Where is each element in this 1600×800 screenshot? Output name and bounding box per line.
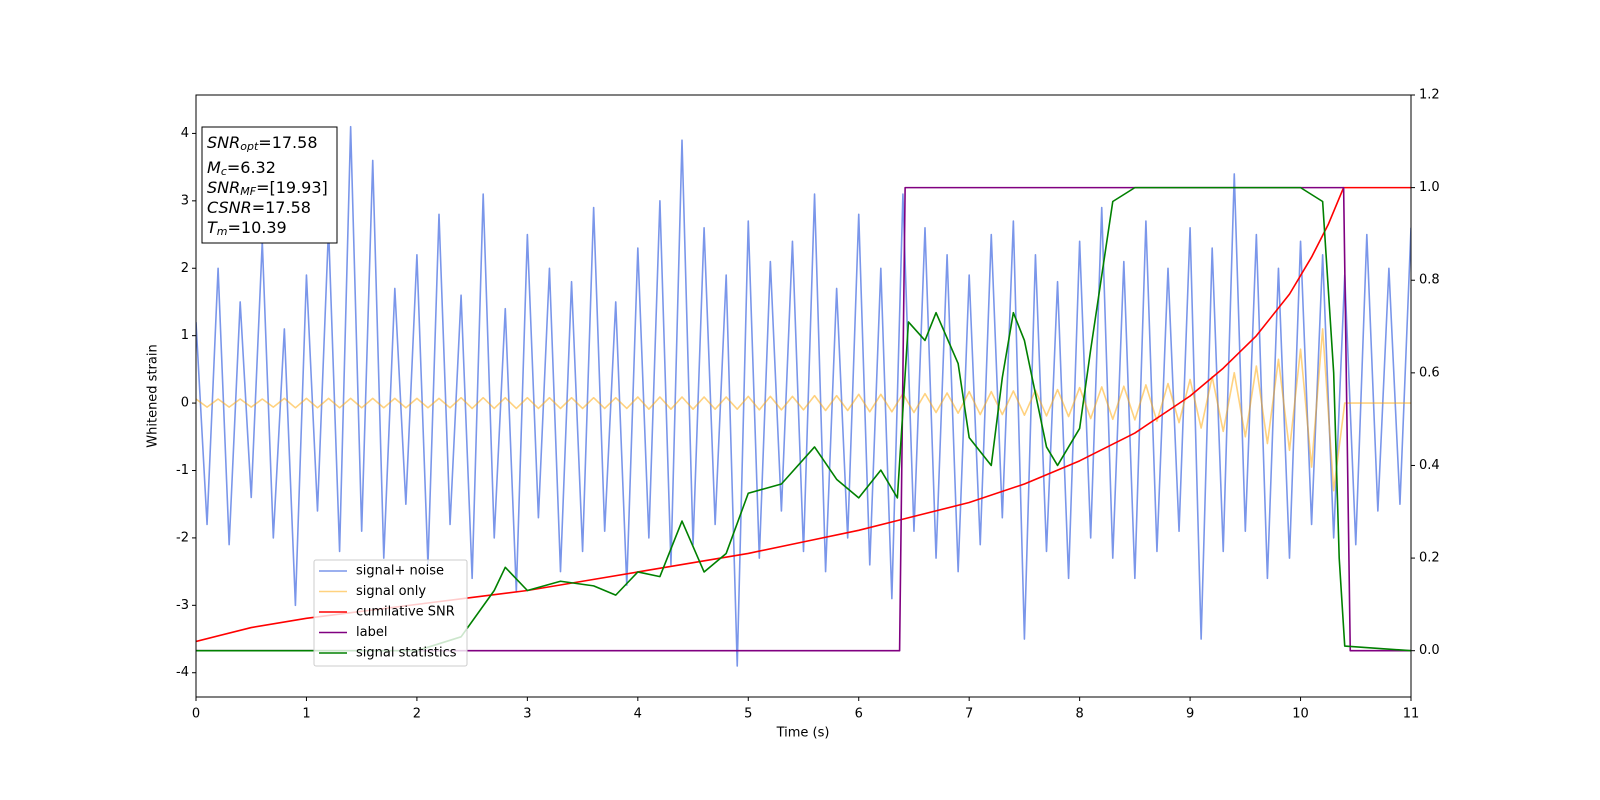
x-tick-label: 10 — [1292, 707, 1309, 722]
x-tick-label: 3 — [523, 707, 531, 722]
series-line — [196, 328, 1411, 492]
x-tick-label: 0 — [192, 707, 200, 722]
y2-tick-label: 1.2 — [1419, 88, 1440, 103]
x-tick-label: 1 — [302, 707, 310, 722]
annotation-value: =6.32 — [227, 158, 276, 177]
legend-label: cumilative SNR — [356, 605, 455, 620]
annotation-symbol: SNR — [207, 133, 240, 152]
annotation-value: =17.58 — [258, 133, 317, 152]
annotation-symbol: CSNR — [207, 198, 252, 217]
x-axis-label: Time (s) — [776, 726, 830, 741]
annotation: Tm=10.39 — [207, 218, 287, 239]
y-tick-label: -4 — [176, 665, 189, 680]
annotation-subscript: MF — [240, 185, 256, 198]
annotation-frame — [201, 126, 338, 244]
legend-label: label — [356, 625, 387, 640]
annotation-value: =17.58 — [252, 198, 311, 217]
axes-frame — [195, 94, 1412, 698]
x-tick-label: 6 — [855, 707, 863, 722]
y2-tick-label: 0.2 — [1419, 551, 1440, 566]
legend: signal+ noise signal only cumilative SNR la… — [313, 559, 468, 667]
annotation-symbol: M — [207, 158, 221, 177]
y-tick-label: 4 — [181, 126, 189, 141]
y2-tick-label: 0.6 — [1419, 365, 1440, 380]
y2-tick-label: 0.8 — [1419, 273, 1440, 288]
series-line — [196, 125, 1411, 667]
annotation-value: =10.39 — [228, 218, 287, 237]
annotation-subscript: m — [217, 225, 228, 238]
y-tick-label: 2 — [181, 261, 189, 276]
legend-label: signal statistics — [356, 646, 457, 661]
annotation: SNRopt=17.58 — [207, 133, 318, 154]
annotation: CSNR=17.58 — [207, 198, 311, 217]
annotation-subscript: c — [221, 165, 227, 178]
annotation: SNRMF=[19.93] — [207, 178, 328, 199]
y-tick-label: 0 — [181, 396, 189, 411]
y-tick-label: -2 — [176, 530, 189, 545]
series-line — [196, 186, 1411, 652]
x-tick-label: 11 — [1403, 707, 1420, 722]
legend-label: signal only — [356, 584, 426, 599]
y-tick-label: 1 — [181, 328, 189, 343]
y2-tick-label: 0.0 — [1419, 643, 1440, 658]
x-tick-label: 2 — [413, 707, 421, 722]
y-tick-label: 3 — [181, 193, 189, 208]
x-tick-label: 4 — [634, 707, 642, 722]
y2-tick-label: 1.0 — [1419, 180, 1440, 195]
y2-tick-label: 0.4 — [1419, 458, 1440, 473]
annotation-box: SNRopt=17.58Mc=6.32SNRMF=[19.93]CSNR=17.… — [201, 126, 338, 244]
x-tick-label: 9 — [1186, 707, 1194, 722]
legend-frame — [313, 559, 468, 667]
annotation-symbol: T — [207, 218, 218, 237]
y-tick-label: -3 — [176, 598, 189, 613]
annotation-symbol: SNR — [207, 178, 240, 197]
x-tick-label: 8 — [1075, 707, 1083, 722]
legend-label: signal+ noise — [356, 564, 444, 579]
y-tick-label: -1 — [176, 463, 189, 478]
annotation-subscript: opt — [240, 140, 259, 153]
x-tick-label: 7 — [965, 707, 973, 722]
y-axis-label: Whitened strain — [146, 344, 161, 447]
series-line — [196, 186, 1411, 652]
annotation-value: =[19.93] — [256, 178, 328, 197]
annotation: Mc=6.32 — [207, 158, 276, 179]
x-tick-label: 5 — [744, 707, 752, 722]
